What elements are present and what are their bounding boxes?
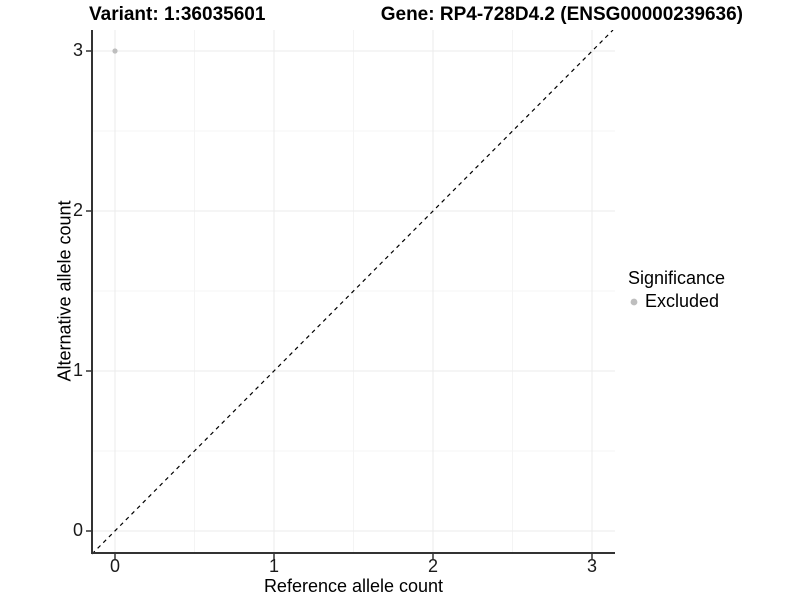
legend: Significance Excluded <box>628 267 725 313</box>
legend-title: Significance <box>628 268 726 288</box>
grid-major-lines <box>92 30 615 553</box>
legend-item-label: Excluded <box>645 291 720 311</box>
gene-title: Gene: RP4-728D4.2 (ENSG00000239636) <box>380 4 743 25</box>
legend-item-excluded: Excluded <box>628 290 725 313</box>
data-points-layer <box>112 48 118 54</box>
x-tick-label-2: 2 <box>427 556 438 576</box>
excluded-point-icon <box>630 298 638 305</box>
variant-title: Variant: 1:36035601 <box>89 4 266 25</box>
y-tick-label-2: 2 <box>72 200 83 220</box>
plot-panel <box>86 30 615 559</box>
y-tick-label-1: 1 <box>72 360 83 380</box>
scatter-point <box>112 48 118 54</box>
identity-dashed-line <box>91 30 614 555</box>
axis-tick-marks <box>86 50 593 559</box>
y-tick-label-0: 0 <box>72 520 83 540</box>
x-tick-label-1: 1 <box>268 556 279 576</box>
x-axis-title: Reference allele count <box>263 576 444 596</box>
x-tick-label-0: 0 <box>109 556 120 576</box>
axis-lines <box>91 30 615 554</box>
y-tick-label-3: 3 <box>72 40 83 60</box>
y-axis-title: Alternative allele count <box>54 200 75 382</box>
x-tick-label-3: 3 <box>586 556 597 576</box>
